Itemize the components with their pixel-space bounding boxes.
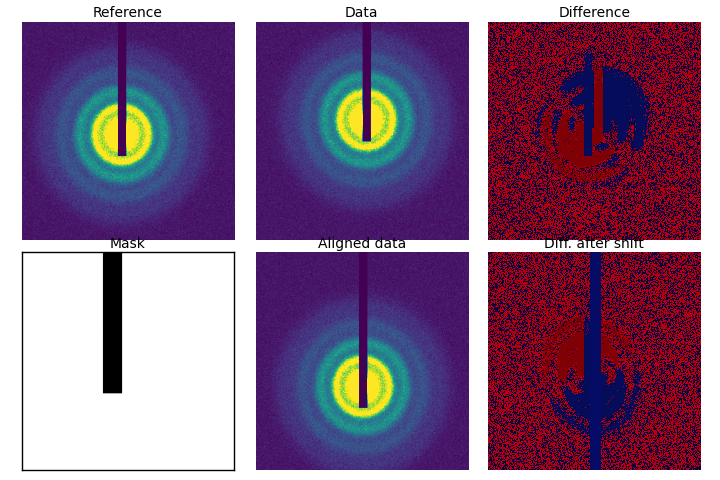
Title: Difference: Difference xyxy=(559,6,631,21)
Title: Data: Data xyxy=(345,6,379,21)
Title: Diff. after shift: Diff. after shift xyxy=(544,237,644,251)
Title: Aligned data: Aligned data xyxy=(318,237,406,251)
Title: Mask: Mask xyxy=(110,237,145,251)
Title: Reference: Reference xyxy=(93,6,163,21)
